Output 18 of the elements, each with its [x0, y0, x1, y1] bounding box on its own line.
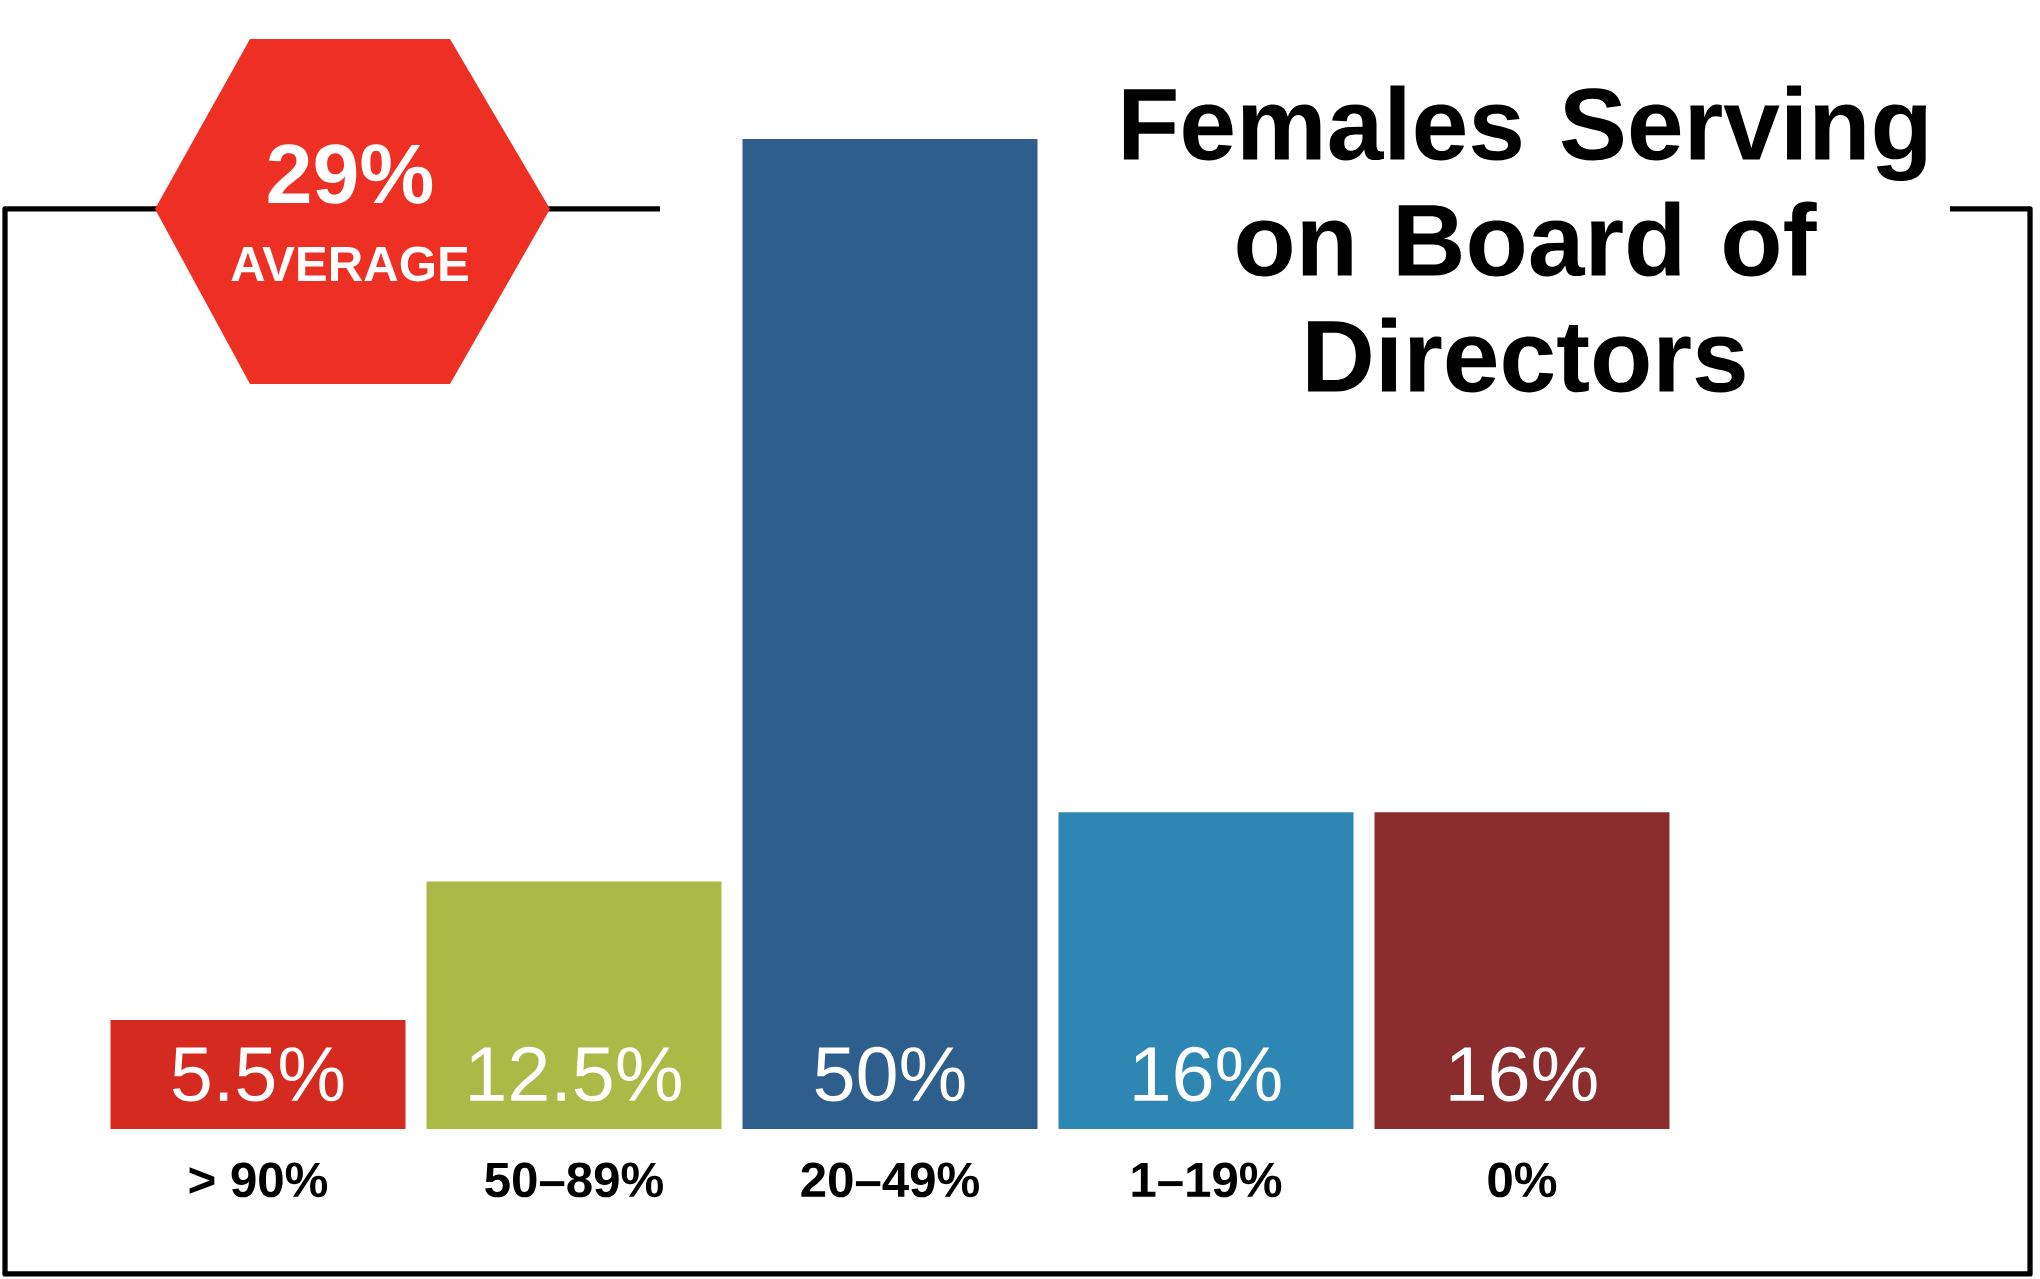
- bar: [1374, 812, 1670, 1129]
- bar: [110, 1020, 406, 1129]
- x-tick-label: 0%: [1488, 1162, 1557, 1198]
- data-label: 5.5%: [172, 1047, 344, 1102]
- bar: [742, 139, 1038, 1129]
- x-tick-label: 50–89%: [485, 1162, 663, 1198]
- bar: [426, 881, 722, 1129]
- chart-title: Females Serving on Board of Directors: [1123, 85, 1926, 393]
- bar: [1058, 812, 1354, 1129]
- annotation: AVERAGE: [231, 246, 468, 282]
- data-label: 16%: [1450, 1046, 1597, 1102]
- x-tick-label: 20–49%: [801, 1162, 979, 1198]
- annotation: 29%: [268, 144, 433, 204]
- x-tick-label: > 90%: [189, 1162, 328, 1198]
- data-label: 12.5%: [470, 1046, 681, 1102]
- data-label: 50%: [815, 1046, 965, 1102]
- x-tick-label: 1–19%: [1132, 1162, 1282, 1198]
- data-label: 16%: [1134, 1046, 1281, 1102]
